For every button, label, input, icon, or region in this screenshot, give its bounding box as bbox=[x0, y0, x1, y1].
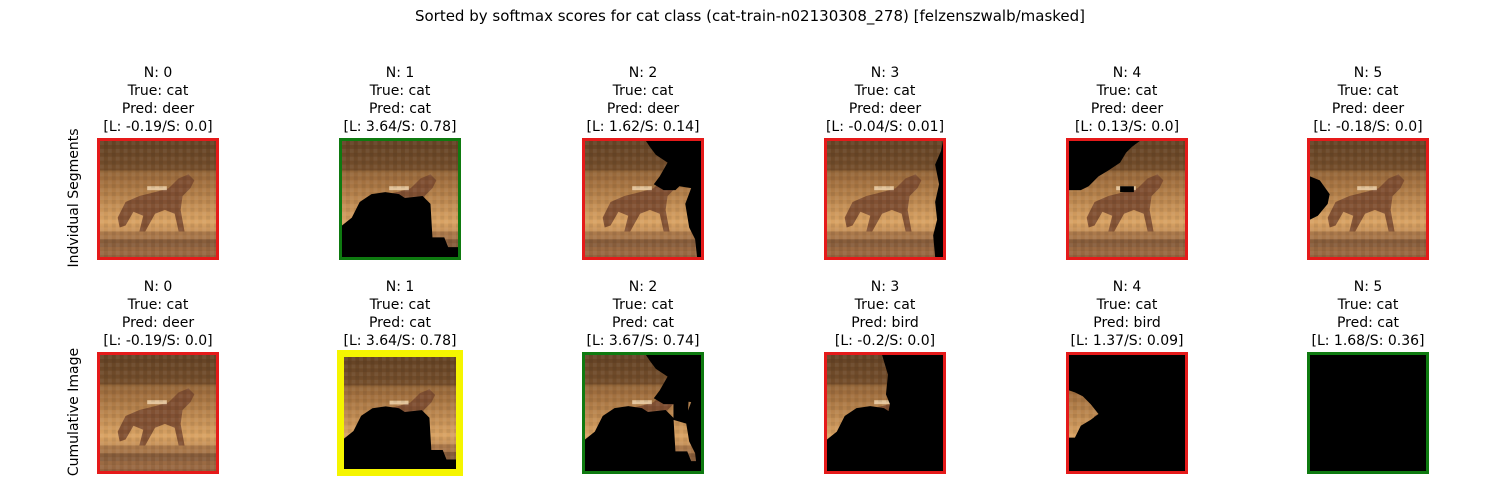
cell-title: N: 4 True: cat Pred: deer [L: 0.13/S: 0.0] bbox=[1037, 64, 1217, 136]
cell-title-pred: Pred: deer bbox=[121, 315, 195, 331]
cell-title: N: 5 True: cat Pred: deer [L: -0.18/S: 0.0] bbox=[1278, 64, 1458, 136]
cell-title-true: True: cat bbox=[1337, 83, 1399, 99]
cell-title-scores: [L: 3.67/S: 0.74] bbox=[586, 333, 700, 349]
segment-image bbox=[339, 138, 461, 260]
cell-title-true: True: cat bbox=[612, 297, 674, 313]
cell-title: N: 3 True: cat Pred: deer [L: -0.04/S: 0.01… bbox=[795, 64, 975, 136]
cell-title-n: N: 5 bbox=[1353, 65, 1383, 81]
cell-title-scores: [L: 3.64/S: 0.78] bbox=[343, 333, 457, 349]
cell-title-pred: Pred: cat bbox=[1336, 315, 1400, 331]
cell-title-scores: [L: -0.19/S: 0.0] bbox=[103, 333, 213, 349]
cell-title-scores: [L: 3.64/S: 0.78] bbox=[343, 119, 457, 135]
cell-title: N: 5 True: cat Pred: cat [L: 1.68/S: 0.36] bbox=[1278, 278, 1458, 350]
segment-image bbox=[1066, 138, 1188, 260]
cell-title-scores: [L: -0.18/S: 0.0] bbox=[1313, 119, 1423, 135]
cell-title-scores: [L: 1.62/S: 0.14] bbox=[586, 119, 700, 135]
cell-title-scores: [L: 1.37/S: 0.09] bbox=[1070, 333, 1184, 349]
cell-title: N: 2 True: cat Pred: deer [L: 1.62/S: 0.14] bbox=[553, 64, 733, 136]
figure-title: Sorted by softmax scores for cat class (… bbox=[414, 7, 1086, 25]
cell-title-pred: Pred: deer bbox=[1331, 101, 1405, 117]
cell-title-scores: [L: -0.19/S: 0.0] bbox=[103, 119, 213, 135]
cell-title-n: N: 4 bbox=[1112, 65, 1142, 81]
cell-title: N: 3 True: cat Pred: bird [L: -0.2/S: 0.0] bbox=[795, 278, 975, 350]
cell-title-true: True: cat bbox=[612, 83, 674, 99]
cell-title-pred: Pred: bird bbox=[1093, 315, 1161, 331]
row-label-cumulative-image: Cumulative Image bbox=[66, 347, 82, 477]
cell-title-pred: Pred: cat bbox=[611, 315, 675, 331]
cell-title-true: True: cat bbox=[369, 83, 431, 99]
cell-title-n: N: 1 bbox=[385, 279, 415, 295]
cell-title-true: True: cat bbox=[1096, 297, 1158, 313]
cell-title-scores: [L: 0.13/S: 0.0] bbox=[1074, 119, 1180, 135]
cell-title-n: N: 5 bbox=[1353, 279, 1383, 295]
cell-title-n: N: 1 bbox=[385, 65, 415, 81]
cell-title-true: True: cat bbox=[854, 83, 916, 99]
cell-title-pred: Pred: cat bbox=[368, 315, 432, 331]
cell-title-n: N: 3 bbox=[870, 279, 900, 295]
cell-title-pred: Pred: deer bbox=[1090, 101, 1164, 117]
cell-title: N: 1 True: cat Pred: cat [L: 3.64/S: 0.78] bbox=[310, 64, 490, 136]
segment-image bbox=[97, 352, 219, 474]
segment-image bbox=[824, 352, 946, 474]
cell-title-n: N: 3 bbox=[870, 65, 900, 81]
cell-title-n: N: 4 bbox=[1112, 279, 1142, 295]
cell-title-pred: Pred: cat bbox=[368, 101, 432, 117]
cell-title-scores: [L: 1.68/S: 0.36] bbox=[1311, 333, 1425, 349]
cell-title: N: 2 True: cat Pred: cat [L: 3.67/S: 0.74] bbox=[553, 278, 733, 350]
cell-title-true: True: cat bbox=[854, 297, 916, 313]
cell-title: N: 0 True: cat Pred: deer [L: -0.19/S: 0.0] bbox=[68, 64, 248, 136]
cell-title-pred: Pred: deer bbox=[848, 101, 922, 117]
cell-title-true: True: cat bbox=[127, 297, 189, 313]
cell-title: N: 1 True: cat Pred: cat [L: 3.64/S: 0.78] bbox=[310, 278, 490, 350]
cell-title-pred: Pred: deer bbox=[606, 101, 680, 117]
segment-image bbox=[582, 138, 704, 260]
cell-title-pred: Pred: deer bbox=[121, 101, 195, 117]
cell-title-n: N: 2 bbox=[628, 65, 658, 81]
cell-title-n: N: 0 bbox=[143, 65, 173, 81]
segment-image bbox=[97, 138, 219, 260]
segment-image bbox=[1307, 352, 1429, 474]
cell-title: N: 0 True: cat Pred: deer [L: -0.19/S: 0.0] bbox=[68, 278, 248, 350]
row-label-individual-segments: Indvidual Segments bbox=[66, 128, 82, 268]
cell-title-true: True: cat bbox=[127, 83, 189, 99]
cell-title-true: True: cat bbox=[1337, 297, 1399, 313]
segment-image bbox=[1066, 352, 1188, 474]
segment-image bbox=[582, 352, 704, 474]
cell-title-n: N: 2 bbox=[628, 279, 658, 295]
segment-image bbox=[824, 138, 946, 260]
cell-title-scores: [L: -0.04/S: 0.01] bbox=[825, 119, 945, 135]
cell-title-true: True: cat bbox=[1096, 83, 1158, 99]
segment-image bbox=[1307, 138, 1429, 260]
cell-title-n: N: 0 bbox=[143, 279, 173, 295]
segment-image bbox=[337, 350, 463, 476]
cell-title-true: True: cat bbox=[369, 297, 431, 313]
cell-title-scores: [L: -0.2/S: 0.0] bbox=[834, 333, 936, 349]
cell-title: N: 4 True: cat Pred: bird [L: 1.37/S: 0.09] bbox=[1037, 278, 1217, 350]
cell-title-pred: Pred: bird bbox=[851, 315, 919, 331]
